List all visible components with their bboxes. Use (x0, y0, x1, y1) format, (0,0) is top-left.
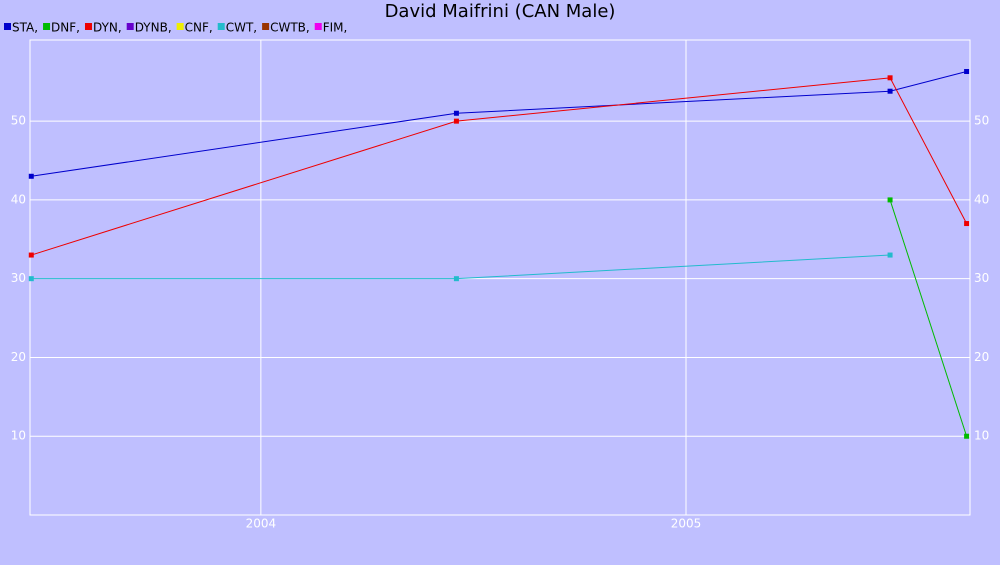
y-tick-label: 50 (11, 114, 26, 128)
y2-tick-label: 40 (974, 192, 989, 206)
legend-label: CWT, (226, 21, 257, 35)
legend-swatch (217, 23, 225, 30)
series-line (31, 77, 968, 256)
point-marker (964, 433, 970, 439)
point-marker (453, 276, 459, 282)
legend-label: DYNB, (135, 21, 172, 35)
point-marker (28, 276, 34, 282)
legend-label: FIM, (323, 21, 348, 35)
y-tick-label: 20 (11, 350, 26, 364)
chart-title: David Maifrini (CAN Male) (385, 1, 616, 22)
y2-tick-label: 10 (974, 429, 989, 443)
point-marker (887, 88, 893, 94)
point-marker (964, 221, 970, 227)
legend-label: CNF, (185, 21, 213, 35)
x-tick-label: 2004 (246, 517, 277, 531)
legend-label: CWTB, (270, 21, 310, 35)
legend-swatch (262, 23, 270, 30)
legend-label: DNF, (51, 21, 80, 35)
point-marker (28, 173, 34, 179)
legend-swatch (43, 23, 51, 30)
point-marker (887, 75, 893, 81)
series-line (31, 71, 967, 177)
legend-swatch (84, 23, 92, 30)
y2-tick-label: 30 (974, 271, 989, 285)
point-marker (887, 197, 893, 203)
point-marker (964, 69, 970, 75)
y2-tick-label: 50 (974, 114, 989, 128)
legend-swatch (314, 23, 322, 30)
y-tick-label: 40 (11, 192, 26, 206)
series-line (889, 199, 968, 437)
legend-swatch (126, 23, 134, 30)
y-tick-label: 30 (11, 271, 26, 285)
legend-swatch (176, 23, 184, 30)
legend-swatch (4, 23, 11, 30)
y2-tick-label: 20 (974, 350, 989, 364)
y-tick-label: 10 (11, 429, 26, 443)
legend-label: DYN, (93, 21, 122, 35)
x-tick-label: 2005 (671, 517, 702, 531)
point-marker (453, 110, 459, 116)
point-marker (887, 252, 893, 258)
legend-label: STA, (12, 21, 38, 35)
point-marker (453, 118, 459, 124)
point-marker (28, 252, 34, 258)
